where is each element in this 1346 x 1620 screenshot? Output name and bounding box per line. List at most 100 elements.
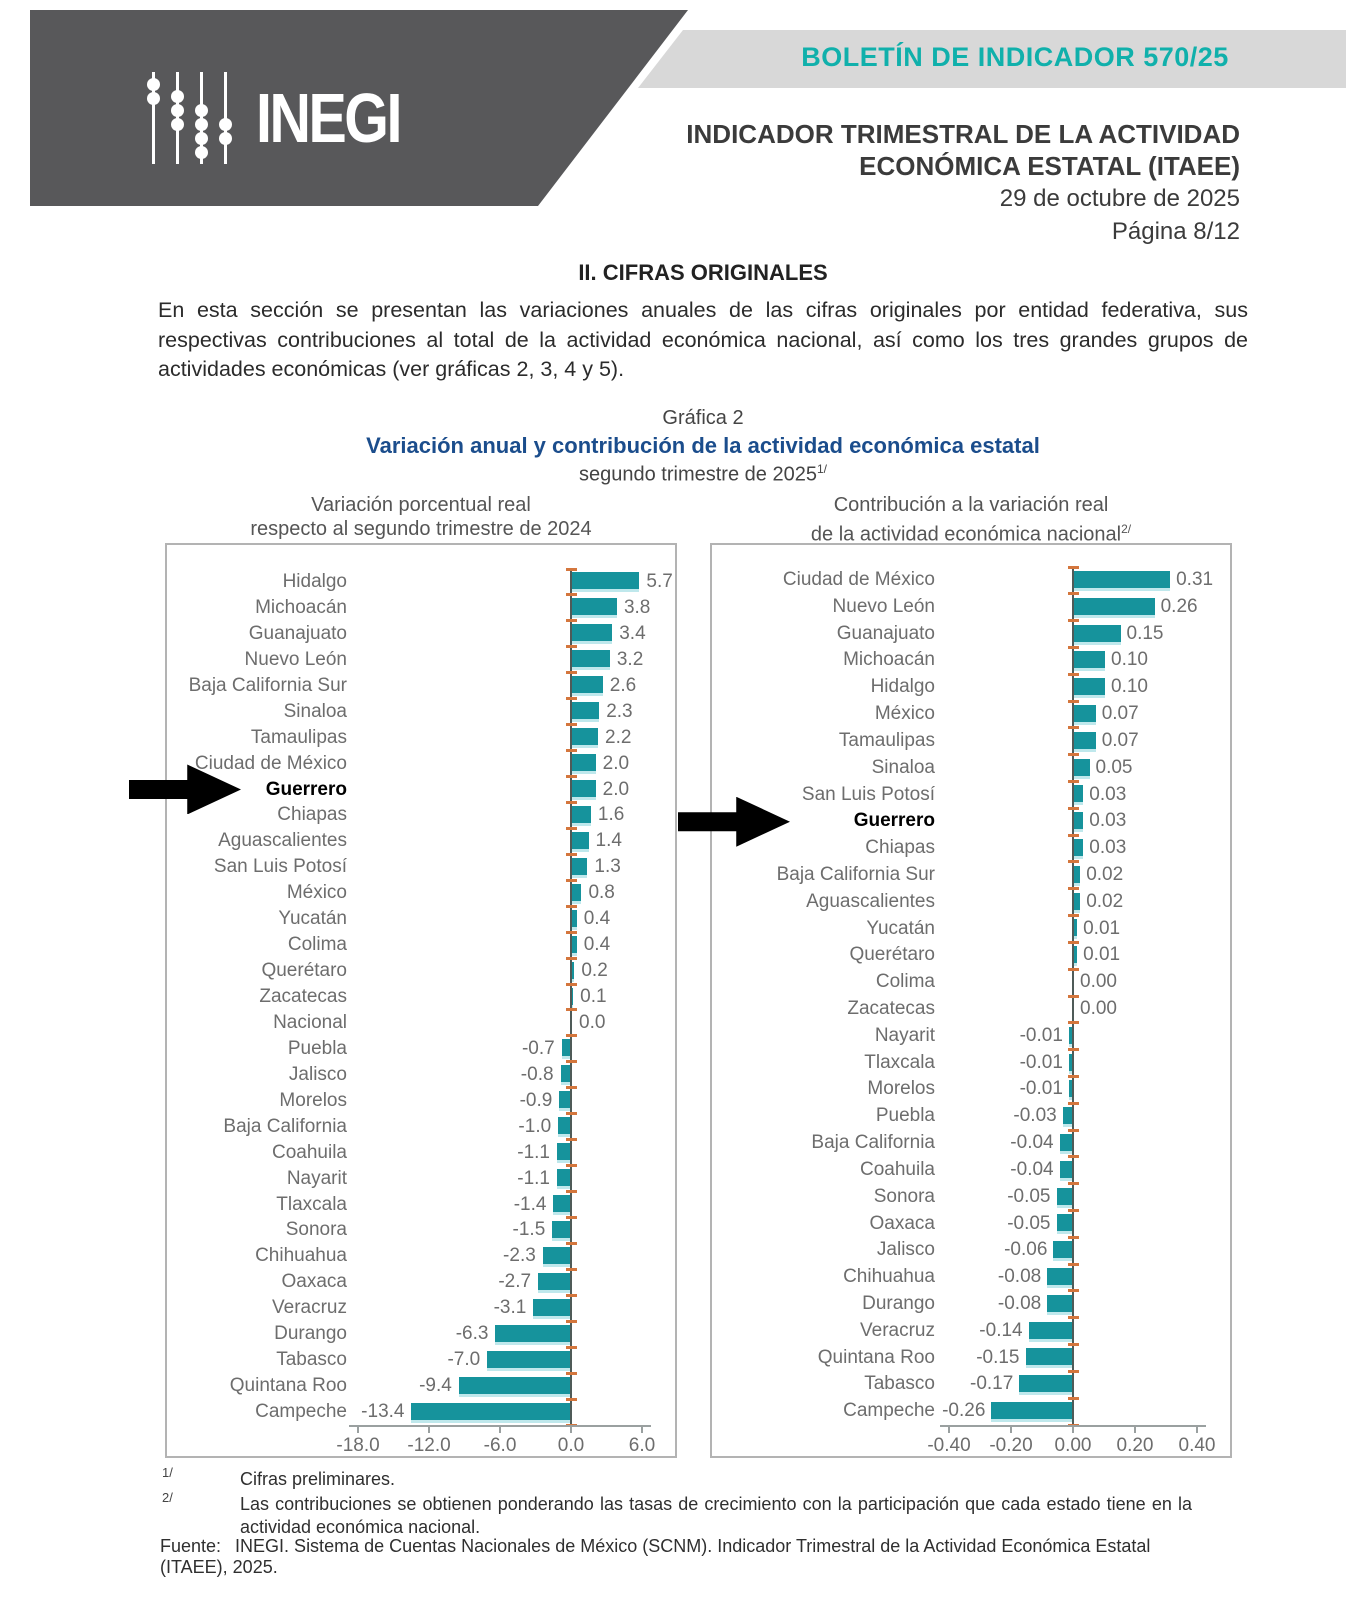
axis-row-tick <box>1067 806 1079 810</box>
axis-row-tick <box>565 593 577 597</box>
state-label: Chihuahua <box>843 1266 935 1288</box>
value-label: -0.14 <box>979 1319 1023 1341</box>
state-label: Ciudad de México <box>782 569 935 590</box>
axis-row-tick <box>1067 967 1079 971</box>
state-label: Tabasco <box>864 1373 935 1395</box>
bar-tabasco <box>487 1350 570 1368</box>
value-label: -0.17 <box>970 1373 1014 1395</box>
value-label: 0.10 <box>1111 649 1148 671</box>
value-label: -0.08 <box>997 1266 1042 1288</box>
bar-coahuila <box>1059 1160 1072 1178</box>
axis-row-tick <box>565 1164 577 1168</box>
state-label: San Luis Potosí <box>801 783 935 805</box>
state-label: Tabasco <box>276 1349 347 1371</box>
value-label: 0.07 <box>1101 703 1139 725</box>
state-label: Tamaulipas <box>838 729 935 751</box>
bar-veracruz <box>533 1298 570 1316</box>
axis-row-tick <box>1067 699 1079 703</box>
state-label: Campeche <box>255 1401 347 1423</box>
abacus-icon <box>147 72 242 164</box>
bar-oaxaca <box>538 1272 570 1290</box>
axis-row-tick <box>565 904 577 908</box>
axis-row-tick <box>1067 1074 1079 1078</box>
figure-title: Variación anual y contribución de la act… <box>366 433 1040 458</box>
value-label: -7.0 <box>447 1349 481 1371</box>
chart-contribucion-panel: Ciudad de México 0.31 Nuevo León 0.26 Guanaj… <box>678 543 1232 1458</box>
value-label: -0.08 <box>997 1292 1042 1314</box>
axis-row-tick <box>565 982 577 986</box>
value-label: 3.8 <box>623 596 651 618</box>
bar-querétaro <box>1074 946 1078 964</box>
right-heading-line2-text: de la actividad económica nacional <box>810 523 1122 546</box>
state-label: Sonora <box>285 1219 347 1241</box>
axis-row-tick <box>565 1008 577 1012</box>
inegi-logo-text: INEGI <box>256 79 402 157</box>
value-label: 0.10 <box>1111 676 1148 698</box>
x-axis-tick-label: -0.40 <box>927 1435 971 1456</box>
axis-row-tick <box>565 852 577 856</box>
section-title: II. CIFRAS ORIGINALES <box>578 260 828 285</box>
abacus-bead <box>147 78 160 91</box>
state-label: Chihuahua <box>255 1245 347 1267</box>
x-axis-tick-label: -6.0 <box>483 1435 517 1456</box>
value-label: -0.8 <box>520 1063 554 1085</box>
bar-yucatán <box>1074 919 1078 937</box>
axis-row-tick <box>1067 1343 1079 1347</box>
x-axis-tick-label: 0.00 <box>1054 1435 1092 1456</box>
value-label: 0.02 <box>1086 890 1124 912</box>
state-label: Colima <box>287 934 347 956</box>
right-heading-line1: Contribución a la variación real <box>833 494 1109 516</box>
axis-row-tick <box>565 1293 577 1297</box>
state-label: Nuevo León <box>244 648 347 670</box>
bar-nuevo-león <box>572 650 610 668</box>
state-label: Veracruz <box>860 1319 935 1341</box>
axis-row-tick <box>1067 780 1079 783</box>
state-label: Durango <box>862 1292 935 1314</box>
bar-chiapas <box>572 805 591 823</box>
state-label: Yucatán <box>866 917 935 939</box>
doc-page-number: Página 8/12 <box>1111 218 1240 245</box>
bar-baja-california-sur <box>1074 865 1081 883</box>
state-label: Yucatán <box>278 908 347 930</box>
state-label: Michoacán <box>843 649 935 671</box>
state-label: Baja California <box>811 1132 935 1154</box>
axis-row-tick <box>1067 1262 1079 1266</box>
axis-row-tick <box>1067 1289 1079 1293</box>
state-label: Querétaro <box>261 960 347 982</box>
state-label: Tamaulipas <box>250 726 347 748</box>
value-label: -3.1 <box>493 1297 527 1319</box>
state-label: Tlaxcala <box>276 1193 347 1215</box>
bar-chihuahua <box>542 1246 570 1264</box>
value-label: 0.03 <box>1089 837 1127 859</box>
state-label: Coahuila <box>272 1141 347 1163</box>
axis-row-tick <box>1067 1235 1079 1239</box>
state-label: Oaxaca <box>281 1271 347 1293</box>
state-label: Tlaxcala <box>864 1051 935 1073</box>
state-label: Nacional <box>273 1011 347 1033</box>
value-label: -0.01 <box>1019 1024 1063 1046</box>
value-label: 0.05 <box>1095 756 1133 778</box>
axis-row-tick <box>1067 592 1079 596</box>
axis-row-tick <box>1067 1021 1079 1025</box>
state-label: Quintana Roo <box>817 1346 935 1368</box>
x-axis-tick <box>499 1427 502 1433</box>
abacus-rod <box>152 72 155 164</box>
state-label: Coahuila <box>860 1158 935 1180</box>
intro-paragraph: En esta sección se presentan las variaci… <box>158 298 1248 381</box>
bar-puebla <box>561 1039 570 1057</box>
state-label: Jalisco <box>288 1063 347 1085</box>
axis-row-tick <box>565 1215 577 1219</box>
bar-sonora <box>1056 1187 1072 1205</box>
state-label: México <box>874 703 935 725</box>
bar-nayarit <box>1068 1026 1072 1044</box>
bar-michoacán <box>572 598 617 616</box>
x-axis-tick-label: 0.20 <box>1116 1435 1154 1456</box>
bar-quintana-roo <box>458 1376 570 1394</box>
state-label: Zacatecas <box>259 986 347 1008</box>
zero-axis-line <box>570 569 572 1425</box>
value-label: -13.4 <box>361 1401 405 1423</box>
axis-row-tick <box>1067 1101 1079 1105</box>
bar-tabasco <box>1019 1375 1072 1393</box>
value-label: 3.2 <box>616 648 644 670</box>
bar-yucatán <box>572 909 577 927</box>
